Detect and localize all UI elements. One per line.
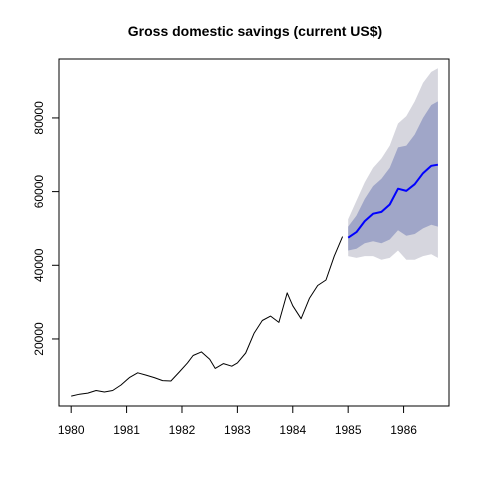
x-tick-label: 1980	[58, 423, 85, 437]
chart-title: Gross domestic savings (current US$)	[128, 23, 382, 39]
x-tick-label: 1984	[279, 423, 306, 437]
x-tick-label: 1982	[169, 423, 196, 437]
y-axis: 20000 40000 60000 80000	[32, 101, 59, 356]
y-tick-label: 60000	[32, 175, 46, 209]
observed-series-line	[71, 237, 342, 397]
y-tick-label: 40000	[32, 248, 46, 282]
x-tick-label: 1986	[390, 423, 417, 437]
y-tick-label: 80000	[32, 101, 46, 135]
y-tick-label: 20000	[32, 322, 46, 356]
x-axis: 1980 1981 1982 1983 1984 1985 1986	[58, 406, 417, 437]
x-tick-label: 1981	[113, 423, 140, 437]
x-tick-label: 1983	[224, 423, 251, 437]
x-tick-label: 1985	[335, 423, 362, 437]
